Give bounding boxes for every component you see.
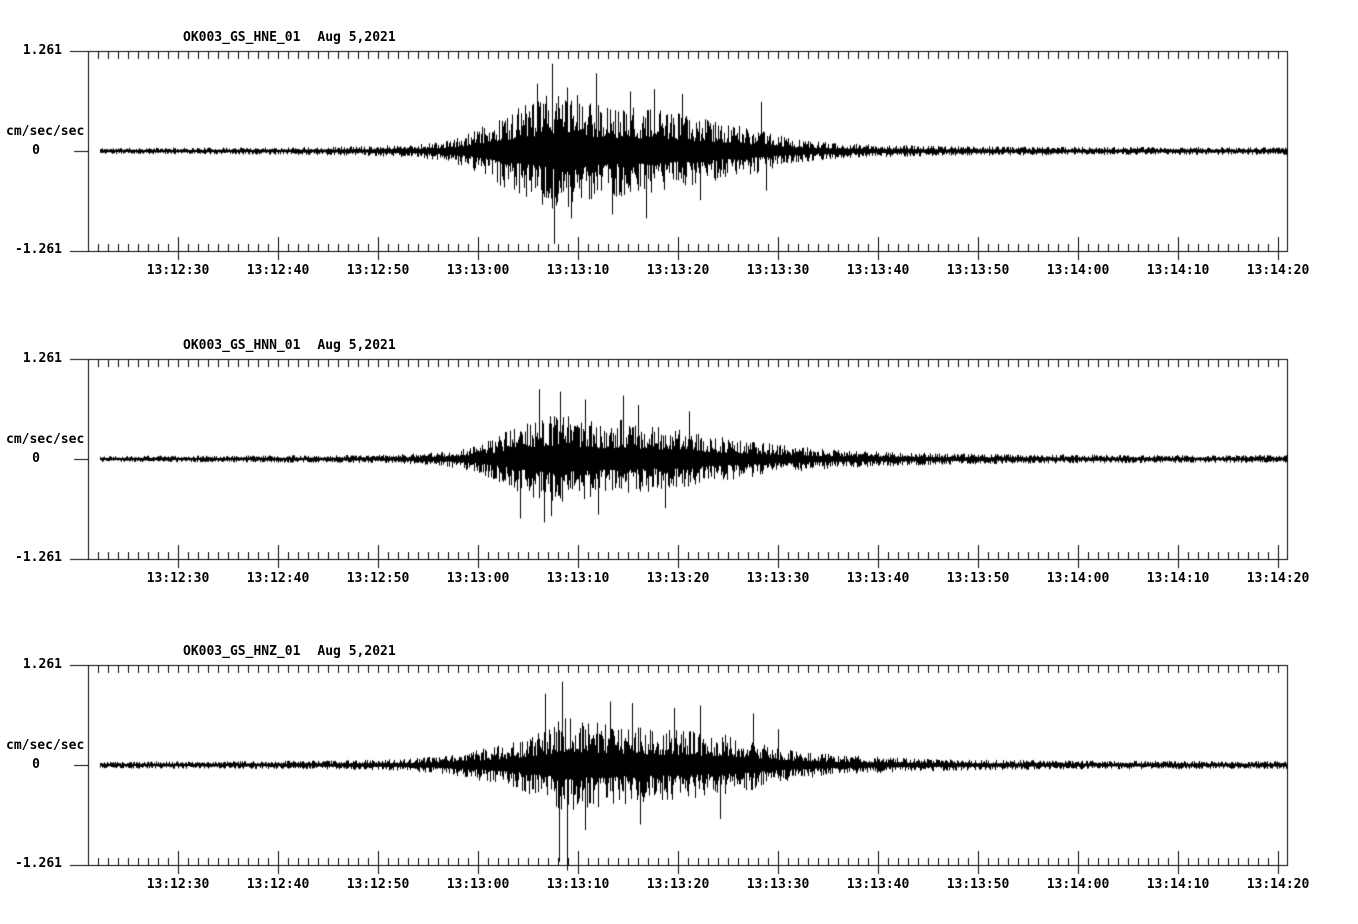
x-tick-label: 13:13:10 [546, 571, 610, 586]
x-axis-tick-labels: 13:12:30 13:12:40 13:12:50 13:13:00 13:13:10… [0, 263, 1358, 279]
x-tick-label: 13:13:30 [746, 877, 810, 892]
y-axis-max-label: 1.261 [22, 43, 62, 58]
y-axis-zero-label: 0 [32, 143, 40, 158]
plot-title: OK003_GS_HNN_01 Aug 5,2021 [183, 338, 396, 354]
y-axis-zero-label: 0 [32, 451, 40, 466]
x-tick-label: 13:12:40 [246, 263, 310, 278]
x-axis-tick-labels: 13:12:30 13:12:40 13:12:50 13:13:00 13:13:10… [0, 571, 1358, 587]
x-tick-label: 13:14:20 [1246, 263, 1310, 278]
x-tick-label: 13:13:20 [646, 877, 710, 892]
x-tick-label: 13:13:10 [546, 877, 610, 892]
x-tick-label: 13:13:30 [746, 263, 810, 278]
x-tick-label: 13:12:50 [346, 571, 410, 586]
date-label: Aug 5,2021 [317, 338, 396, 353]
x-tick-label: 13:13:00 [446, 877, 510, 892]
station-label: OK003_GS_HNN_01 [183, 338, 301, 353]
x-tick-label: 13:13:00 [446, 571, 510, 586]
x-tick-label: 13:14:10 [1146, 263, 1210, 278]
station-label: OK003_GS_HNE_01 [183, 30, 301, 45]
y-axis-max-label: 1.261 [22, 351, 62, 366]
x-tick-label: 13:13:30 [746, 571, 810, 586]
x-tick-label: 13:14:10 [1146, 877, 1210, 892]
y-axis-unit-label: cm/sec/sec [6, 432, 85, 447]
x-axis-tick-labels: 13:12:30 13:12:40 13:12:50 13:13:00 13:13:10… [0, 877, 1358, 893]
x-tick-label: 13:12:50 [346, 877, 410, 892]
x-tick-label: 13:14:10 [1146, 571, 1210, 586]
x-tick-label: 13:12:40 [246, 571, 310, 586]
x-tick-label: 13:14:20 [1246, 877, 1310, 892]
x-tick-label: 13:13:20 [646, 263, 710, 278]
y-axis-unit-label: cm/sec/sec [6, 738, 85, 753]
station-label: OK003_GS_HNZ_01 [183, 644, 301, 659]
x-tick-label: 13:12:30 [146, 571, 210, 586]
x-tick-label: 13:14:00 [1046, 877, 1110, 892]
x-tick-label: 13:12:40 [246, 877, 310, 892]
x-tick-label: 13:13:40 [846, 263, 910, 278]
x-tick-label: 13:13:50 [946, 263, 1010, 278]
x-tick-label: 13:14:20 [1246, 571, 1310, 586]
y-axis-unit-label: cm/sec/sec [6, 124, 85, 139]
x-tick-label: 13:14:00 [1046, 571, 1110, 586]
date-label: Aug 5,2021 [317, 644, 396, 659]
x-tick-label: 13:13:40 [846, 877, 910, 892]
y-axis-min-label: -1.261 [15, 242, 62, 257]
plot-title: OK003_GS_HNE_01 Aug 5,2021 [183, 30, 396, 46]
date-label: Aug 5,2021 [317, 30, 396, 45]
x-tick-label: 13:13:20 [646, 571, 710, 586]
x-tick-label: 13:14:00 [1046, 263, 1110, 278]
y-axis-max-label: 1.261 [22, 657, 62, 672]
x-tick-label: 13:13:40 [846, 571, 910, 586]
x-tick-label: 13:13:50 [946, 571, 1010, 586]
y-axis-min-label: -1.261 [15, 550, 62, 565]
x-tick-label: 13:13:00 [446, 263, 510, 278]
x-tick-label: 13:12:30 [146, 877, 210, 892]
x-tick-label: 13:13:10 [546, 263, 610, 278]
x-tick-label: 13:12:30 [146, 263, 210, 278]
x-tick-label: 13:13:50 [946, 877, 1010, 892]
y-axis-zero-label: 0 [32, 757, 40, 772]
x-tick-label: 13:12:50 [346, 263, 410, 278]
y-axis-min-label: -1.261 [15, 856, 62, 871]
plot-title: OK003_GS_HNZ_01 Aug 5,2021 [183, 644, 396, 660]
